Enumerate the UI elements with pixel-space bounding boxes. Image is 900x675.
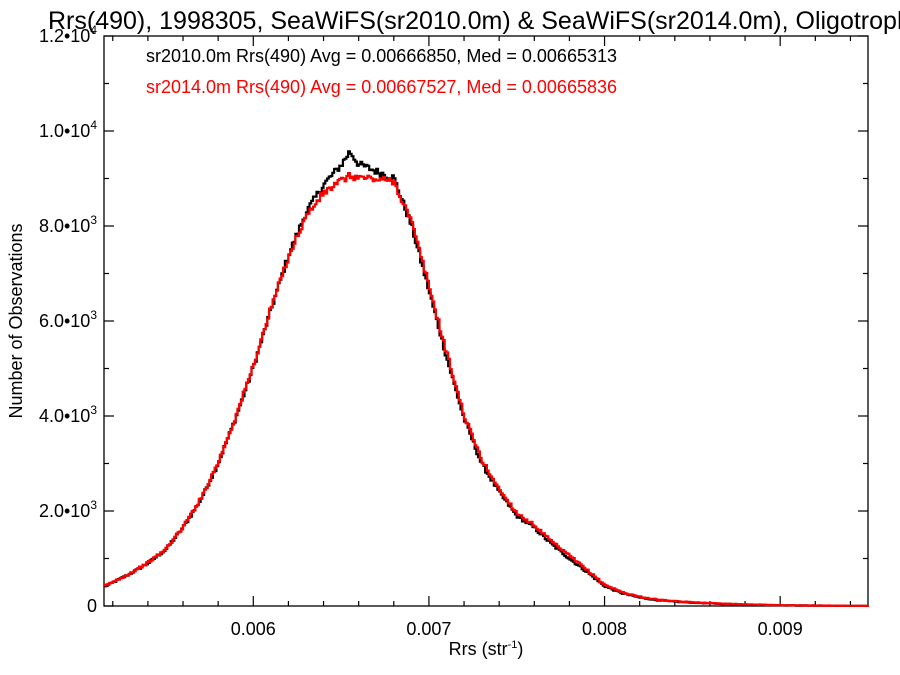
series-layer xyxy=(104,150,870,607)
x-tick-label: 0.008 xyxy=(582,619,627,639)
y-tick-label: 4.0•103 xyxy=(39,403,97,426)
y-tick-exponent: 4 xyxy=(90,118,97,132)
y-axis-label: Number of Observations xyxy=(6,223,26,418)
y-tick-exponent: 3 xyxy=(90,498,97,512)
legend-entry-red: sr2014.0m Rrs(490) Avg = 0.00667527, Med… xyxy=(146,77,617,97)
x-axis-label-end: ) xyxy=(517,639,523,659)
x-axis-label-sup: -1 xyxy=(508,639,518,651)
y-axis-ticks: 02.0•1034.0•1036.0•1038.0•1031.0•1041.2•… xyxy=(39,23,868,616)
y-tick-mantissa: 2.0•10 xyxy=(39,501,90,521)
plot-frame xyxy=(103,35,869,607)
x-axis-ticks: 0.006 0.007 0.008 0.009 xyxy=(112,36,852,639)
x-axis-label: Rrs (str-1) xyxy=(449,639,524,659)
x-tick-label: 0.006 xyxy=(231,619,276,639)
y-tick-label: 8.0•103 xyxy=(39,213,97,236)
y-tick-exponent: 3 xyxy=(90,403,97,417)
chart-title: Rrs(490), 1998305, SeaWiFS(sr2010.0m) & … xyxy=(48,7,900,35)
y-tick-label: 0 xyxy=(87,596,97,616)
y-tick-mantissa: 1.0•10 xyxy=(39,121,90,141)
y-tick-mantissa: 6.0•10 xyxy=(39,311,90,331)
series-sr2010-line xyxy=(104,150,868,607)
y-tick-mantissa: 8.0•10 xyxy=(39,216,90,236)
series-sr2014-line xyxy=(104,172,870,607)
y-tick-exponent: 3 xyxy=(90,308,97,322)
y-tick-label: 2.0•103 xyxy=(39,498,97,521)
y-tick-exponent: 3 xyxy=(90,213,97,227)
y-tick-mantissa: 4.0•10 xyxy=(39,406,90,426)
y-tick-label: 1.0•104 xyxy=(39,118,97,141)
y-tick-label: 1.2•104 xyxy=(39,23,97,46)
y-tick-exponent: 4 xyxy=(90,23,97,37)
x-tick-label: 0.007 xyxy=(406,619,451,639)
legend-entry-black: sr2010.0m Rrs(490) Avg = 0.00666850, Med… xyxy=(146,46,617,66)
x-axis-label-main: Rrs (str xyxy=(449,639,508,659)
y-tick-label: 6.0•103 xyxy=(39,308,97,331)
y-tick-mantissa: 1.2•10 xyxy=(39,26,90,46)
y-tick-mantissa: 0 xyxy=(87,596,97,616)
x-tick-label: 0.009 xyxy=(758,619,803,639)
